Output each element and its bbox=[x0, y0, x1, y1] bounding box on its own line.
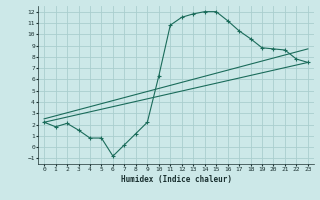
X-axis label: Humidex (Indice chaleur): Humidex (Indice chaleur) bbox=[121, 175, 231, 184]
